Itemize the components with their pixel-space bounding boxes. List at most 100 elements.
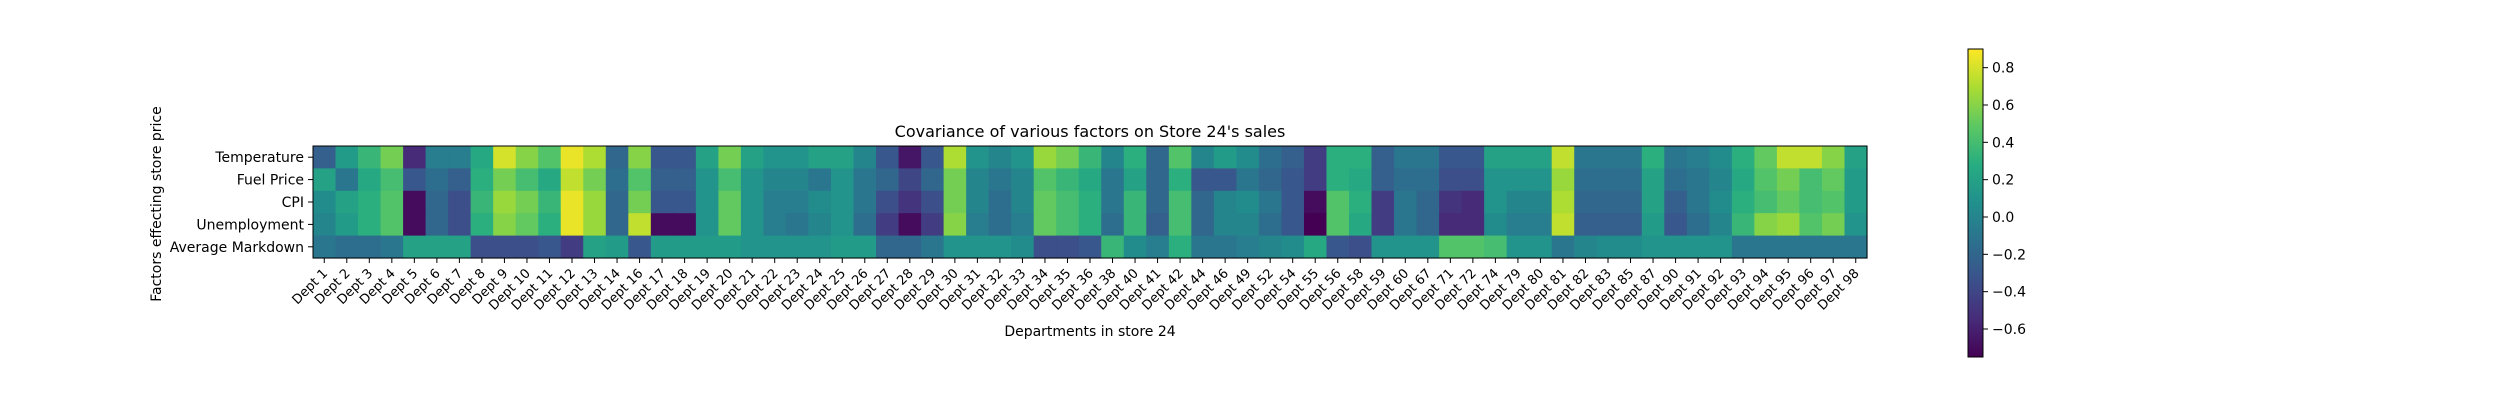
heatmap-cell bbox=[403, 168, 427, 192]
heatmap-cell bbox=[380, 213, 404, 237]
heatmap-cell bbox=[1799, 235, 1823, 259]
heatmap-cell bbox=[560, 146, 584, 169]
heatmap-cell bbox=[1484, 213, 1508, 237]
heatmap-cell bbox=[695, 213, 719, 237]
heatmap-cell bbox=[831, 213, 855, 237]
heatmap-cell bbox=[1168, 235, 1192, 259]
heatmap-cell bbox=[1461, 213, 1485, 237]
heatmap-cell bbox=[1596, 235, 1620, 259]
heatmap-cell bbox=[560, 213, 584, 237]
heatmap-cell bbox=[560, 190, 584, 214]
heatmap-cell bbox=[1821, 146, 1846, 169]
colorbar-tick-label: −0.2 bbox=[1992, 247, 2026, 263]
heatmap-cell bbox=[1641, 190, 1665, 214]
heatmap-cell bbox=[628, 235, 652, 259]
heatmap-cell bbox=[515, 213, 539, 237]
heatmap-cell bbox=[1619, 146, 1643, 169]
heatmap-cell bbox=[785, 146, 810, 169]
heatmap-cell bbox=[1799, 213, 1823, 237]
heatmap-cell bbox=[1078, 146, 1102, 169]
heatmap-cell bbox=[1844, 146, 1868, 169]
heatmap-cell bbox=[628, 213, 652, 237]
heatmap-cell bbox=[470, 146, 494, 169]
heatmap-cell bbox=[470, 213, 494, 237]
heatmap-cell bbox=[1394, 235, 1418, 259]
heatmap-cell bbox=[1033, 235, 1057, 259]
heatmap-cell bbox=[1506, 213, 1530, 237]
heatmap-cell bbox=[1281, 168, 1305, 192]
heatmap-cell bbox=[1033, 190, 1057, 214]
heatmap-cell bbox=[718, 146, 742, 169]
heatmap-cell bbox=[403, 190, 427, 214]
colorbar: 0.8 0.6 0.4 0.2 0.0 −0.2 −0.4 −0.6 bbox=[1967, 48, 2026, 358]
heatmap-cell bbox=[808, 190, 832, 214]
heatmap-cell bbox=[1303, 213, 1328, 237]
heatmap-cell bbox=[358, 168, 382, 192]
heatmap-cell bbox=[583, 146, 607, 169]
heatmap-cell bbox=[1821, 235, 1846, 259]
heatmap-cell bbox=[853, 190, 877, 214]
heatmap-cell bbox=[1123, 235, 1147, 259]
heatmap-cell bbox=[1191, 146, 1215, 169]
heatmap-cell bbox=[1101, 146, 1125, 169]
heatmap-cell bbox=[1439, 190, 1463, 214]
heatmap-cell bbox=[1686, 190, 1710, 214]
heatmap-cell bbox=[583, 235, 607, 259]
heatmap-cell bbox=[1146, 168, 1170, 192]
heatmap-cell bbox=[1213, 168, 1237, 192]
heatmap-cell bbox=[1371, 190, 1395, 214]
heatmap-cell bbox=[1709, 235, 1733, 259]
heatmap-cell bbox=[1033, 168, 1057, 192]
heatmap-cell bbox=[1484, 168, 1508, 192]
heatmap-cell bbox=[1709, 190, 1733, 214]
heatmap-cell bbox=[988, 168, 1012, 192]
heatmap-cell bbox=[1349, 213, 1373, 237]
heatmap-cell bbox=[1191, 213, 1215, 237]
heatmap-cell bbox=[358, 213, 382, 237]
colorbar-tick-label: 0.0 bbox=[1992, 210, 2014, 226]
heatmap-cell bbox=[1146, 213, 1170, 237]
heatmap-cell bbox=[1349, 235, 1373, 259]
row-labels: Temperature Fuel Price CPI Unemployment Aver… bbox=[170, 150, 313, 256]
heatmap-cell bbox=[448, 235, 472, 259]
heatmap-cell bbox=[1326, 235, 1350, 259]
heatmap-cell bbox=[1619, 190, 1643, 214]
heatmap-cell bbox=[448, 213, 472, 237]
heatmap-cell bbox=[1754, 168, 1778, 192]
heatmap-cell bbox=[763, 146, 787, 169]
heatmap-cell bbox=[853, 168, 877, 192]
heatmap-cell bbox=[785, 190, 810, 214]
heatmap-cell bbox=[1213, 235, 1237, 259]
heatmap-cell bbox=[1281, 213, 1305, 237]
heatmap-cell bbox=[1709, 168, 1733, 192]
heatmap-cell bbox=[1754, 146, 1778, 169]
heatmap-cell bbox=[605, 190, 629, 214]
x-axis-label: Departments in store 24 bbox=[1004, 324, 1175, 340]
heatmap-cell bbox=[1416, 190, 1440, 214]
heatmap-cell bbox=[1011, 213, 1035, 237]
heatmap-cell bbox=[898, 235, 922, 259]
heatmap-cell bbox=[583, 190, 607, 214]
heatmap-cell bbox=[1326, 190, 1350, 214]
heatmap-cell bbox=[1619, 168, 1643, 192]
heatmap-cell bbox=[988, 146, 1012, 169]
row-label: Unemployment bbox=[196, 217, 304, 233]
heatmap-cell bbox=[921, 168, 945, 192]
heatmap-cell bbox=[1799, 146, 1823, 169]
heatmap-cell bbox=[538, 213, 562, 237]
heatmap-cell bbox=[966, 168, 990, 192]
heatmap-cell bbox=[943, 168, 967, 192]
heatmap-cell bbox=[1574, 146, 1598, 169]
heatmap-cell bbox=[1484, 235, 1508, 259]
heatmap-cell bbox=[1439, 168, 1463, 192]
heatmap-cell bbox=[1236, 235, 1260, 259]
heatmap-cell bbox=[808, 168, 832, 192]
heatmap-cell bbox=[966, 190, 990, 214]
heatmap-cell bbox=[1574, 235, 1598, 259]
heatmap-cell bbox=[1168, 190, 1192, 214]
heatmap-cell bbox=[1011, 190, 1035, 214]
heatmap-cell bbox=[1596, 213, 1620, 237]
heatmap-cell bbox=[695, 146, 719, 169]
heatmap-cell bbox=[448, 190, 472, 214]
heatmap-cell bbox=[628, 168, 652, 192]
